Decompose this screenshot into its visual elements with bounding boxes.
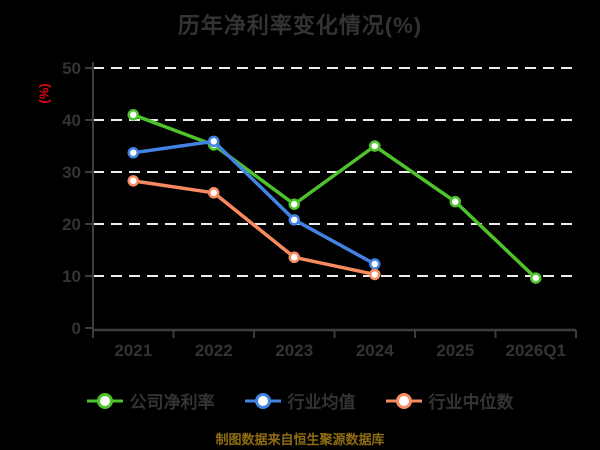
x-tick-label: 2021 — [114, 341, 152, 360]
data-point — [127, 147, 139, 159]
legend: 公司净利率 行业均值 行业中位数 — [0, 388, 600, 413]
x-tick-label: 2022 — [195, 341, 233, 360]
data-point — [288, 214, 300, 226]
data-point — [369, 268, 381, 281]
y-tick-label: 10 — [62, 267, 81, 286]
legend-label: 公司净利率 — [129, 393, 215, 412]
data-point — [288, 198, 300, 210]
plot-area: 0 10 20 30 40 50 2021 2022 2023 2024 2025 2026Q1 — [62, 59, 577, 360]
data-point — [449, 195, 461, 208]
data-point — [530, 272, 542, 284]
y-tick-label: 40 — [62, 111, 81, 130]
data-point — [127, 175, 139, 187]
series-line-行业均值 — [131, 139, 377, 266]
y-tick-label: 20 — [62, 215, 81, 234]
legend-label: 行业中位数 — [428, 393, 514, 412]
data-point — [288, 251, 300, 264]
x-tick-label: 2023 — [275, 341, 313, 360]
data-point — [369, 258, 381, 270]
legend-label: 行业均值 — [287, 393, 356, 412]
y-tick-label: 30 — [62, 163, 81, 182]
x-tick-label: 2026Q1 — [506, 341, 567, 360]
legend-item-industry-median[interactable]: 行业中位数 — [385, 388, 514, 413]
y-tick-label: 50 — [62, 59, 81, 78]
line-marker-icon — [86, 392, 123, 409]
series-line-公司净利率 — [131, 113, 538, 280]
data-point — [127, 109, 139, 121]
data-point — [208, 135, 220, 148]
x-tick-label: 2024 — [356, 341, 394, 360]
x-tick-label: 2025 — [436, 341, 474, 360]
line-marker-icon — [385, 392, 422, 409]
line-marker-icon — [244, 392, 281, 409]
source-note: 制图数据来自恒生聚源数据库 — [215, 432, 385, 447]
legend-item-company-net-margin[interactable]: 公司净利率 — [86, 388, 215, 413]
series-line-行业中位数 — [131, 179, 377, 277]
legend-item-industry-average[interactable]: 行业均值 — [244, 388, 356, 413]
chart-title: 历年净利率变化情况(%) — [177, 13, 423, 38]
data-point — [369, 140, 381, 152]
y-tick-label: 0 — [72, 319, 81, 338]
data-point — [208, 187, 220, 199]
